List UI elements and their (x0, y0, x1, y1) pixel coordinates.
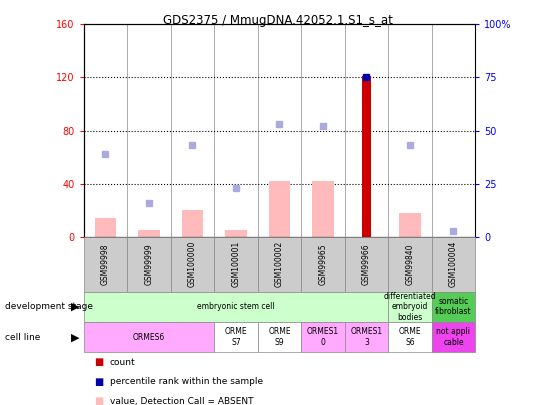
Text: count: count (110, 358, 135, 367)
Bar (258, 322, 301, 352)
Text: ORME
S9: ORME S9 (268, 328, 291, 347)
Bar (388, 322, 431, 352)
Text: ORMES6: ORMES6 (133, 333, 165, 342)
Text: development stage: development stage (5, 302, 93, 311)
Text: GSM99999: GSM99999 (145, 243, 153, 285)
Bar (268, 181, 291, 237)
Text: GSM100004: GSM100004 (449, 241, 458, 288)
Bar (431, 322, 475, 352)
Bar (301, 237, 345, 292)
Bar (345, 322, 388, 352)
Bar (94, 218, 116, 237)
Bar (258, 237, 301, 292)
Text: GDS2375 / MmugDNA.42052.1.S1_s_at: GDS2375 / MmugDNA.42052.1.S1_s_at (163, 14, 393, 27)
Bar (171, 237, 214, 292)
Bar (345, 237, 388, 292)
Text: value, Detection Call = ABSENT: value, Detection Call = ABSENT (110, 397, 253, 405)
Text: ■: ■ (94, 377, 104, 387)
Text: ORMES1
0: ORMES1 0 (307, 328, 339, 347)
Bar (127, 237, 171, 292)
Bar (431, 292, 475, 322)
Bar (312, 181, 334, 237)
Text: ORMES1
3: ORMES1 3 (350, 328, 382, 347)
Text: GSM100002: GSM100002 (275, 241, 284, 288)
Text: ORME
S7: ORME S7 (225, 328, 247, 347)
Text: ▶: ▶ (71, 332, 80, 342)
Bar (84, 322, 214, 352)
Text: GSM99998: GSM99998 (101, 243, 110, 285)
Text: cell line: cell line (5, 333, 41, 342)
Bar (214, 237, 258, 292)
Bar (84, 292, 388, 322)
Text: somatic
fibroblast: somatic fibroblast (435, 297, 472, 316)
Bar (431, 237, 475, 292)
Bar (388, 237, 431, 292)
Text: ■: ■ (94, 396, 104, 405)
Text: embryonic stem cell: embryonic stem cell (197, 302, 275, 311)
Bar (388, 292, 431, 322)
Text: GSM100000: GSM100000 (188, 241, 197, 288)
Text: ■: ■ (94, 358, 104, 367)
Text: differentiated
embryoid
bodies: differentiated embryoid bodies (383, 292, 436, 322)
Bar (214, 322, 258, 352)
Bar (362, 76, 372, 237)
Bar (84, 237, 127, 292)
Bar (181, 210, 204, 237)
Bar (138, 230, 160, 237)
Text: GSM100001: GSM100001 (232, 241, 240, 288)
Text: not appli
cable: not appli cable (436, 328, 470, 347)
Text: ▶: ▶ (71, 302, 80, 312)
Text: GSM99966: GSM99966 (362, 243, 371, 285)
Text: ORME
S6: ORME S6 (399, 328, 421, 347)
Text: GSM99840: GSM99840 (406, 243, 415, 285)
Bar (399, 213, 421, 237)
Bar (301, 322, 345, 352)
Text: GSM99965: GSM99965 (319, 243, 327, 285)
Bar (225, 230, 247, 237)
Text: percentile rank within the sample: percentile rank within the sample (110, 377, 263, 386)
